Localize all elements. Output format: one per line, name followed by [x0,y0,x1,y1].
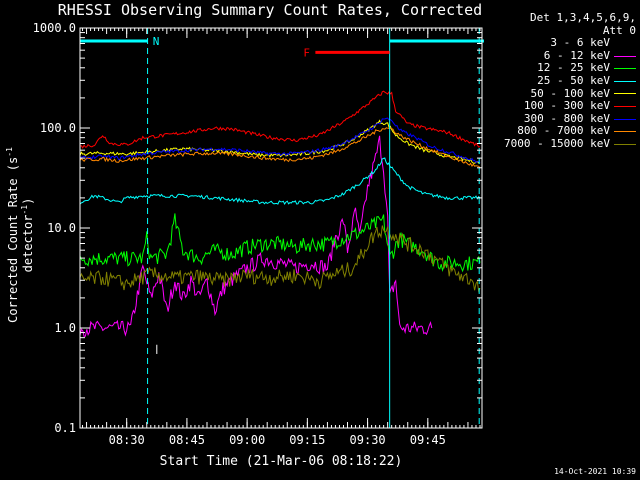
legend-swatch [614,93,636,95]
legend-item-1: 3 - 6 keV [486,37,636,50]
legend-swatch [614,68,636,70]
plot-area: NF [79,28,485,428]
legend-item-8: 800 - 7000 keV [486,125,636,138]
chart-title: RHESSI Observing Summary Count Rates, Co… [57,1,483,19]
legend-header-line-1: Det 1,3,4,5,6,9, [530,11,636,24]
x-tick-label: 08:45 [169,433,205,447]
legend-label: 7000 - 15000 keV [504,136,610,150]
legend-item-9: 7000 - 15000 keV [486,136,636,151]
series-line-9 [79,225,481,294]
legend-label: 800 - 7000 keV [517,124,610,138]
y-tick-label: 10.0 [47,221,76,235]
legend-item-6: 100 - 300 keV [486,100,636,113]
axes: 0.1 1.0 10.0 100.0 1000.0 08:30 08:45 09:00 09:1… [33,21,482,447]
legend-swatch [614,80,636,82]
y-tick-label: 1000.0 [33,21,76,35]
x-axis-label: Start Time (21-Mar-06 08:18:22) [159,454,403,469]
legend-label: 300 - 800 keV [523,111,610,125]
series-line-2 [79,135,433,337]
legend-swatch [614,55,636,57]
x-tick-label: 09:30 [350,433,386,447]
legend-swatch [614,143,636,145]
flag-label-1: N [153,35,160,48]
legend-label: 50 - 100 keV [530,86,610,100]
x-tick-label: 09:15 [289,433,325,447]
legend-item-4: 25 - 50 keV [486,73,636,88]
legend: Det 1,3,4,5,6,9, Att 0 3 - 6 keV 6 - 12 k… [486,11,636,151]
series-line-3 [79,213,481,273]
plot-frame [79,27,483,429]
legend-item-3: 12 - 25 keV [486,62,636,75]
legend-swatch [614,42,636,44]
series-line-6 [80,90,481,149]
legend-label: 25 - 50 keV [537,73,610,87]
legend-header-line-2: Att 0 [602,23,636,37]
legend-swatch [614,105,636,107]
series-line-8 [79,127,481,169]
series-line-4 [79,157,481,205]
y-tick-label: 1.0 [54,321,76,335]
legend-label: 6 - 12 keV [543,48,610,62]
y-tick-label: 0.1 [54,421,76,435]
legend-swatch [614,118,636,120]
legend-label: 12 - 25 keV [537,61,610,75]
legend-item-7: 300 - 800 keV [486,111,636,126]
legend-item-2: 6 - 12 keV [486,48,636,63]
legend-label: 3 - 6 keV [550,36,610,50]
legend-item-5: 50 - 100 keV [486,86,636,101]
flag-label-3: F [303,46,310,59]
y-tick-label: 100.0 [40,121,76,135]
x-tick-label: 09:00 [229,433,265,447]
legend-label: 100 - 300 keV [523,99,610,113]
x-tick-label: 09:45 [410,433,446,447]
y-axis-label: Corrected Count Rate (s-1 detector-1) [5,147,35,323]
generated-timestamp: 14-Oct-2021 10:39 [554,467,636,476]
legend-swatch [614,131,636,133]
x-tick-label: 08:30 [109,433,145,447]
series-line-1 [79,131,409,338]
series-line-7 [79,117,481,164]
series-line-5 [79,119,481,164]
